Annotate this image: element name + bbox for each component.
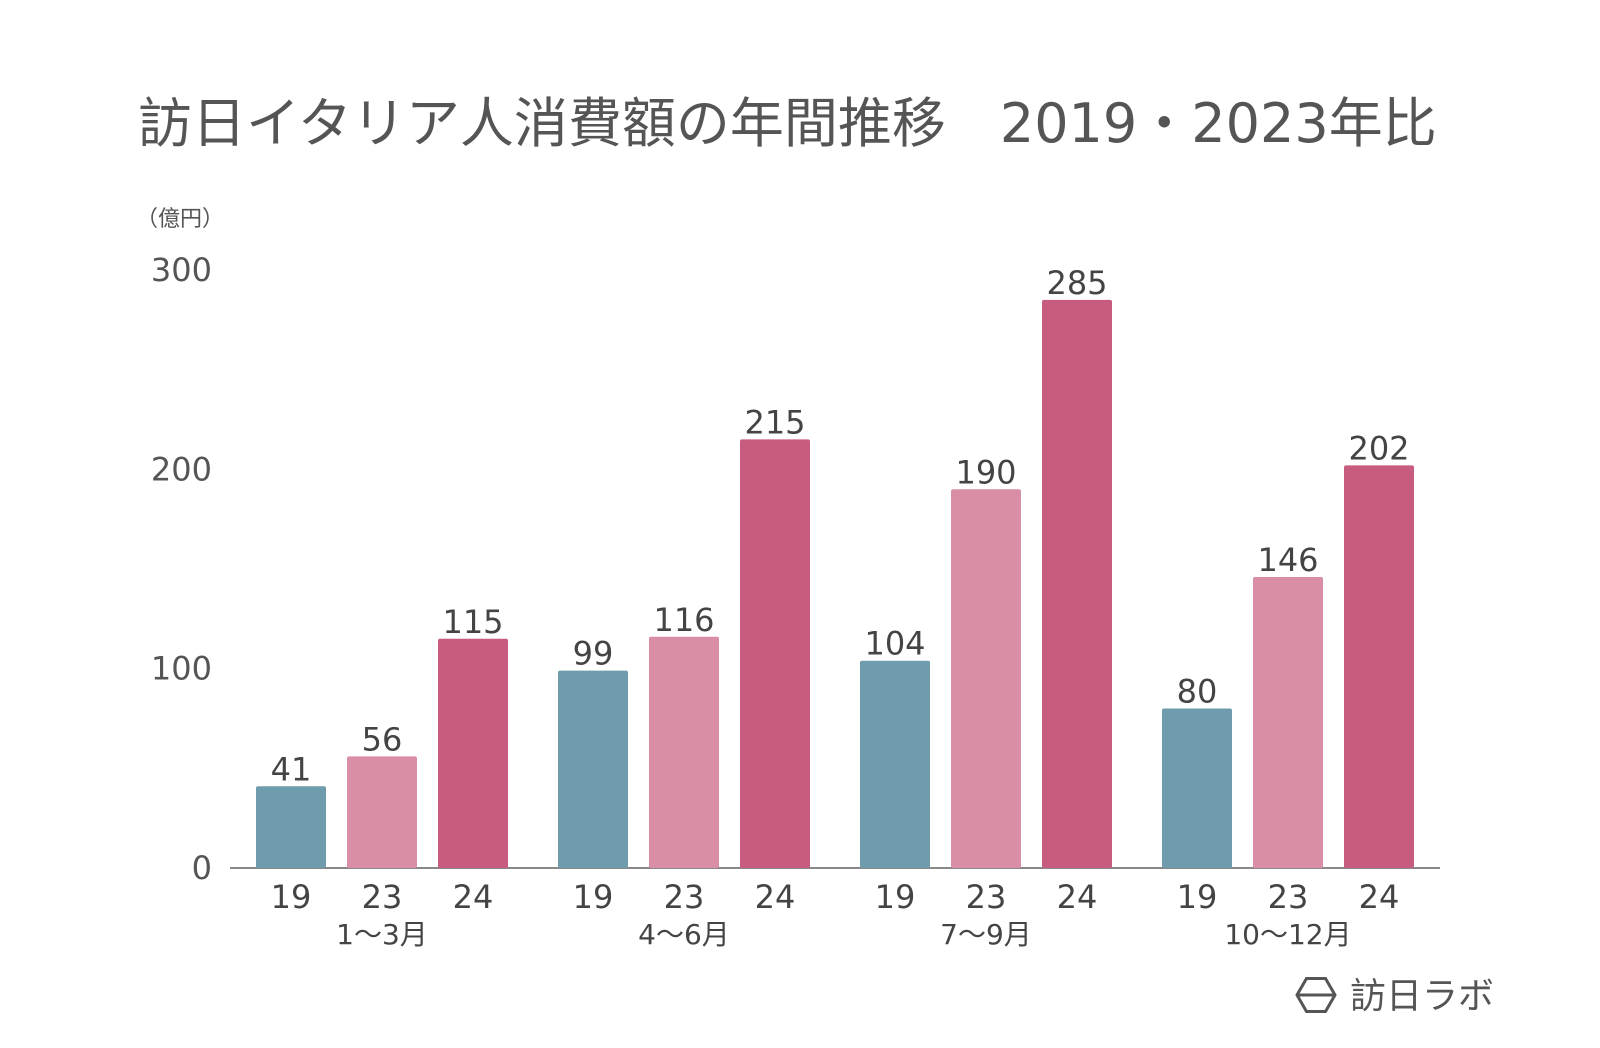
data-labels: 41 56 115 99 116 215 104 190 285 80 146 202	[271, 264, 1410, 788]
bar-4-19	[1162, 708, 1232, 868]
bar-1-24	[438, 638, 508, 868]
hexagon-logo-icon	[1295, 977, 1337, 1013]
data-label: 146	[1257, 541, 1318, 579]
y-axis-unit: （億円）	[136, 207, 224, 232]
bar-3-23	[951, 489, 1021, 868]
data-label: 190	[955, 453, 1016, 491]
bar-1-19	[256, 786, 326, 868]
data-label: 115	[442, 603, 503, 641]
bar-4-24	[1344, 465, 1414, 868]
data-label: 202	[1348, 429, 1409, 467]
x-category-label: 23	[966, 878, 1007, 916]
logo-text: 訪日ラボ	[1350, 976, 1494, 1017]
data-label: 41	[271, 750, 312, 788]
logo: 訪日ラボ	[1295, 976, 1494, 1017]
x-category-label: 24	[1359, 878, 1400, 916]
x-category-label: 19	[875, 878, 916, 916]
x-category-label: 24	[1057, 878, 1098, 916]
data-label: 215	[744, 403, 805, 441]
y-axis-ticks: 0 100 200 300	[151, 251, 212, 887]
y-tick-label: 0	[192, 849, 212, 887]
bar-1-23	[347, 756, 417, 868]
x-category-label: 19	[271, 878, 312, 916]
x-group-label: 1〜3月	[336, 918, 428, 951]
x-group-label: 10〜12月	[1224, 918, 1351, 951]
bar-2-23	[649, 636, 719, 868]
category-labels: 19 23 24 19 23 24 19 23 24 19 23 24	[271, 878, 1400, 916]
data-label: 80	[1177, 673, 1218, 711]
bar-3-24	[1042, 299, 1112, 868]
x-group-label: 7〜9月	[940, 918, 1032, 951]
x-category-label: 23	[664, 878, 705, 916]
y-tick-label: 300	[151, 251, 212, 289]
x-category-label: 23	[362, 878, 403, 916]
y-tick-label: 200	[151, 450, 212, 488]
data-label: 104	[864, 625, 925, 663]
data-label: 285	[1046, 264, 1107, 302]
x-category-label: 24	[755, 878, 796, 916]
y-tick-label: 100	[151, 650, 212, 688]
x-group-label: 4〜6月	[638, 918, 730, 951]
bar-3-19	[860, 660, 930, 868]
bar-2-24	[740, 439, 810, 868]
data-label: 116	[653, 601, 714, 639]
x-category-label: 23	[1268, 878, 1309, 916]
chart-title: 訪日イタリア人消費額の年間推移 2019・2023年比	[138, 92, 1437, 155]
bar-2-19	[558, 670, 628, 868]
data-label: 56	[362, 720, 403, 758]
bar-4-23	[1253, 576, 1323, 868]
bars	[256, 299, 1414, 868]
x-category-label: 19	[1177, 878, 1218, 916]
x-category-label: 19	[573, 878, 614, 916]
x-category-label: 24	[453, 878, 494, 916]
group-labels: 1〜3月 4〜6月 7〜9月 10〜12月	[336, 918, 1351, 951]
data-label: 99	[573, 635, 614, 673]
